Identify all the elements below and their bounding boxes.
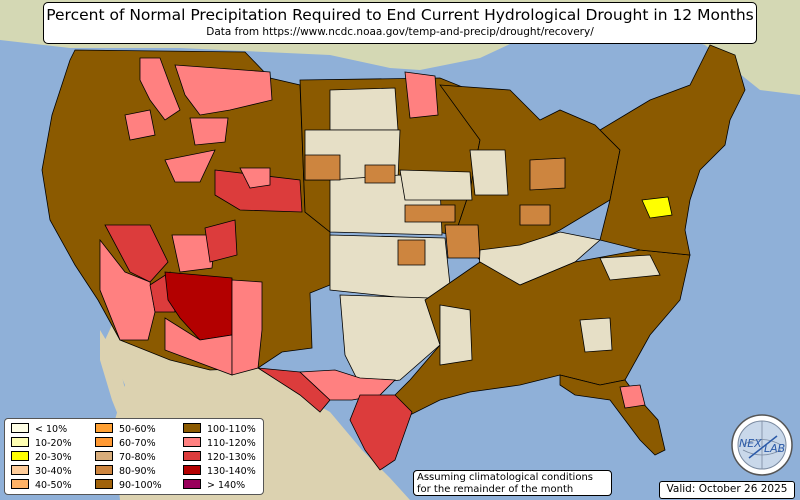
region-missouri-patch xyxy=(444,224,481,259)
valid-date: Valid: October 26 2025 xyxy=(659,481,795,499)
legend-swatch xyxy=(11,451,29,461)
legend-label: > 140% xyxy=(207,480,246,491)
region-lower-michigan-patch xyxy=(529,157,566,191)
region-new-mexico xyxy=(231,279,263,376)
legend-item: 70-80% xyxy=(95,451,156,463)
assumption-note: Assuming climatological conditions for t… xyxy=(413,470,612,496)
region-kansas-patch xyxy=(404,204,456,223)
legend-swatch xyxy=(11,423,29,433)
title-box: Percent of Normal Precipitation Required… xyxy=(43,2,757,44)
region-utah xyxy=(164,149,216,183)
legend-swatch xyxy=(95,451,113,461)
region-oklahoma-texas-plains xyxy=(329,234,451,301)
legend-item: 100-110% xyxy=(183,423,256,435)
legend-swatch xyxy=(95,437,113,447)
legend-swatch xyxy=(183,451,201,461)
legend-label: 100-110% xyxy=(207,424,256,435)
legend-swatch xyxy=(95,465,113,475)
legend-item: < 10% xyxy=(11,423,67,435)
map-title: Percent of Normal Precipitation Required… xyxy=(46,6,754,24)
region-maryland xyxy=(641,196,673,219)
legend-label: 120-130% xyxy=(207,452,256,463)
region-florida xyxy=(559,374,666,456)
legend-item: 90-100% xyxy=(95,479,162,491)
legend-item: 10-20% xyxy=(11,437,72,449)
legend-swatch xyxy=(183,437,201,447)
region-kansas-patch xyxy=(397,239,426,266)
region-nevada xyxy=(104,224,169,283)
region-northeast xyxy=(599,44,746,256)
legend-label: 90-100% xyxy=(119,480,162,491)
legend-item: 120-130% xyxy=(183,451,256,463)
legend-item: > 140% xyxy=(183,479,245,491)
legend: < 10% 10-20% 20-30% 30-40% 40-50% 50-60% 60-70… xyxy=(4,418,264,495)
legend-label: 70-80% xyxy=(119,452,156,463)
region-utah xyxy=(171,234,216,273)
legend-label: 110-120% xyxy=(207,438,256,449)
legend-swatch xyxy=(11,465,29,475)
region-eastern-utah xyxy=(204,219,238,263)
nexlab-logo: NEX LAB xyxy=(731,414,793,476)
legend-item: 130-140% xyxy=(183,465,256,477)
region-iowa-illinois-plain xyxy=(469,149,509,196)
region-northern-idaho-montana xyxy=(174,64,273,116)
logo-text-left: NEX xyxy=(739,437,762,450)
legend-swatch xyxy=(95,479,113,489)
legend-label: 10-20% xyxy=(35,438,72,449)
region-southern-california xyxy=(99,238,156,341)
legend-item: 110-120% xyxy=(183,437,256,449)
region-ohio-valley-plain xyxy=(599,254,661,281)
logo-text-right: LAB xyxy=(764,442,785,455)
region-northern-idaho-montana xyxy=(124,109,156,141)
region-south-texas xyxy=(299,369,396,401)
legend-swatch xyxy=(11,437,29,447)
region-gulf-coast-plain xyxy=(439,304,473,366)
legend-swatch xyxy=(183,479,201,489)
region-iowa-illinois-plain xyxy=(399,169,473,201)
region-northern-idaho-montana xyxy=(139,57,181,121)
region-utah xyxy=(239,167,271,189)
legend-label: 50-60% xyxy=(119,424,156,435)
legend-item: 60-70% xyxy=(95,437,156,449)
legend-label: 20-30% xyxy=(35,452,72,463)
legend-item: 80-90% xyxy=(95,465,156,477)
legend-swatch xyxy=(183,423,201,433)
assumption-note-line1: Assuming climatological conditions xyxy=(417,472,593,483)
baja-california xyxy=(100,330,140,440)
legend-swatch xyxy=(183,465,201,475)
legend-label: 30-40% xyxy=(35,466,72,477)
legend-item: 30-40% xyxy=(11,465,72,477)
legend-item: 20-30% xyxy=(11,451,72,463)
assumption-note-line2: for the remainder of the month xyxy=(417,484,574,495)
region-dakotas-central xyxy=(329,87,399,131)
region-georgia-plain xyxy=(579,317,613,353)
legend-label: 60-70% xyxy=(119,438,156,449)
legend-label: 130-140% xyxy=(207,466,256,477)
region-south-dakota-patch xyxy=(364,164,396,184)
legend-label: 80-90% xyxy=(119,466,156,477)
legend-item: 40-50% xyxy=(11,479,72,491)
legend-swatch xyxy=(11,479,29,489)
map-subtitle: Data from https://www.ncdc.noaa.gov/temp… xyxy=(206,26,594,38)
legend-swatch xyxy=(95,423,113,433)
region-minnesota-red xyxy=(404,71,439,119)
region-lower-michigan-patch xyxy=(519,204,551,226)
legend-label: 40-50% xyxy=(35,480,72,491)
region-wyoming-south xyxy=(214,169,303,213)
legend-label: < 10% xyxy=(35,424,68,435)
region-south-dakota-patch xyxy=(304,154,341,181)
region-texas-coast xyxy=(349,394,413,471)
region-florida-red xyxy=(619,384,646,409)
region-west-texas xyxy=(257,367,331,413)
region-northern-idaho-montana xyxy=(189,117,229,146)
legend-item: 50-60% xyxy=(95,423,156,435)
